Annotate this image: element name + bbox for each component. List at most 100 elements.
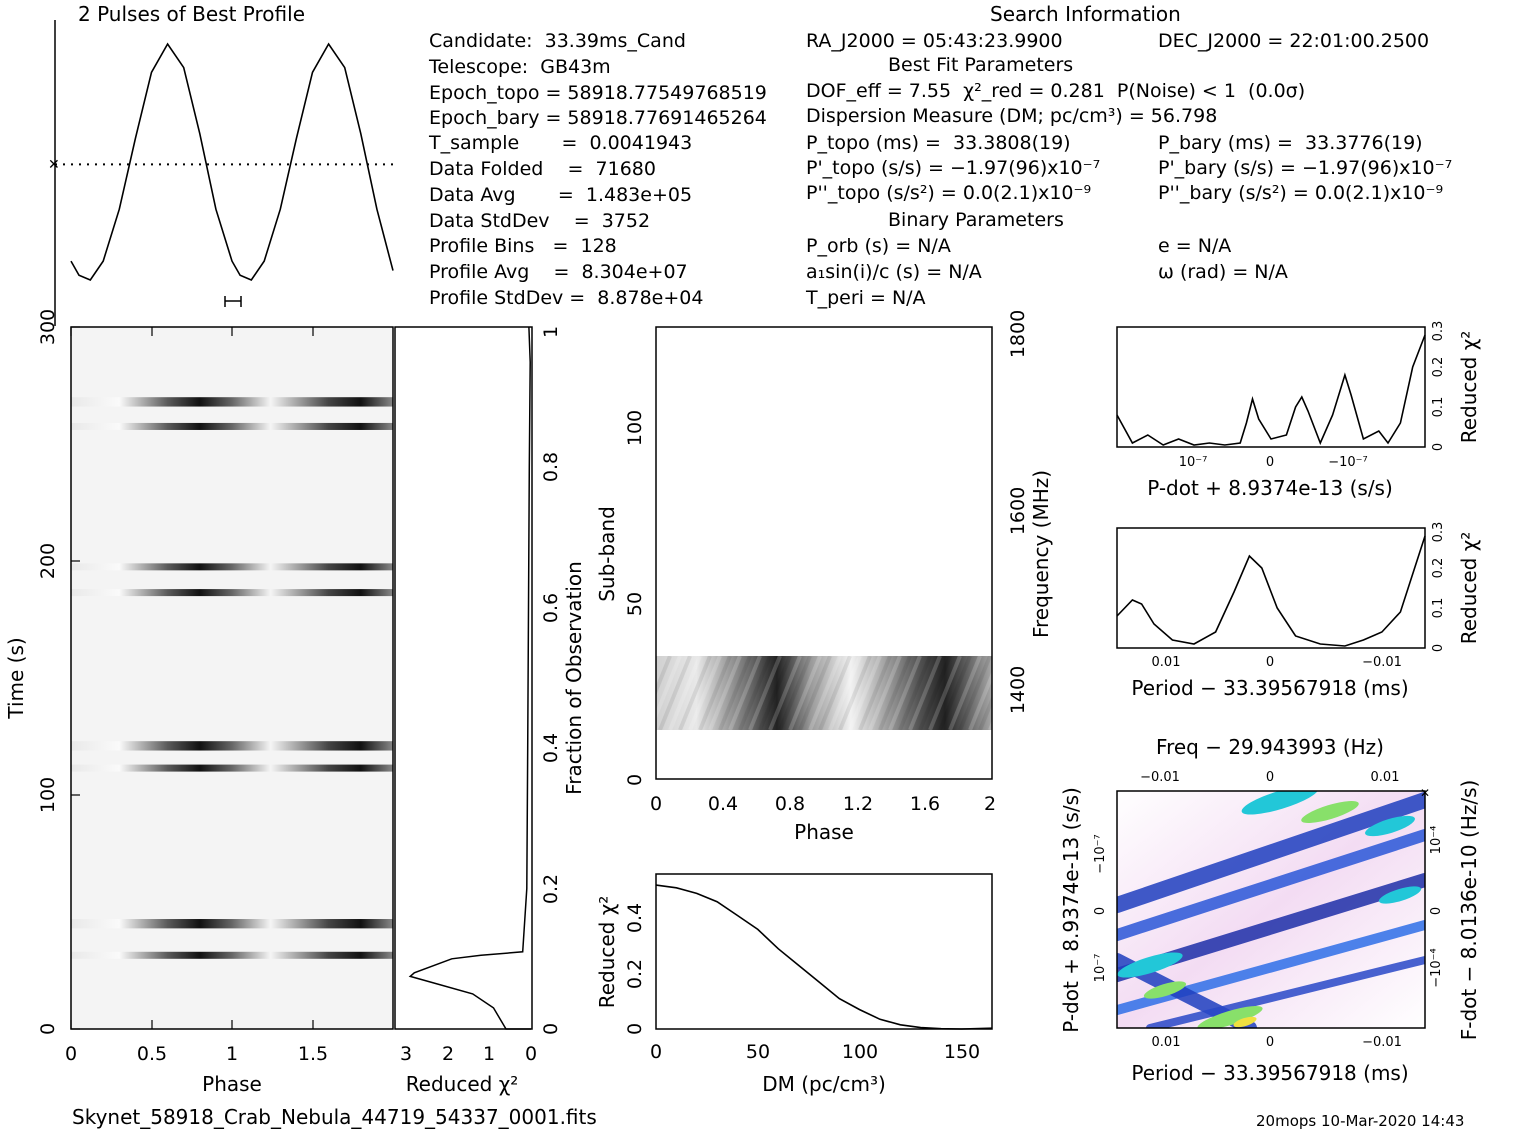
best-profile-plot: ✕ xyxy=(48,20,395,326)
y-tick: 0 xyxy=(624,774,646,786)
time-phase-ylabel: Time (s) xyxy=(4,637,28,719)
y-tick: 0.1 xyxy=(1431,397,1446,418)
chi2-time-y2ticks: 0 0.2 0.4 0.6 0.8 1 xyxy=(540,326,562,1035)
pdd-topo: P''_topo (s/s²) = 0.0(2.1)x10⁻⁹ xyxy=(806,182,1091,204)
subband-texture-stripe xyxy=(978,695,992,730)
ppdot-peak xyxy=(1197,1006,1263,1028)
x-tick: 0.01 xyxy=(1152,1035,1181,1050)
time-phase-bands xyxy=(71,397,393,959)
subband-texture-stripe xyxy=(698,656,732,730)
subband-texture-stripe xyxy=(668,656,702,730)
subband-texture-stripe xyxy=(688,656,722,730)
x-tick: 0.01 xyxy=(1152,655,1181,670)
y2-tick: 0.4 xyxy=(540,733,562,763)
candidate-info: Candidate: 33.39ms_Cand Telescope: GB43m… xyxy=(428,30,767,309)
ppdot-contours xyxy=(1117,791,1425,1028)
chi2-time-curve xyxy=(408,326,531,1030)
profile-title: 2 Pulses of Best Profile xyxy=(78,2,305,26)
subband-texture-stripe xyxy=(848,656,882,730)
ppdot-contour xyxy=(1117,792,1425,913)
dm-xlabel: DM (pc/cm³) xyxy=(762,1072,886,1096)
y2-tick: 1800 xyxy=(1007,310,1029,358)
time-phase-band xyxy=(71,741,393,751)
x-tick: 0 xyxy=(1266,655,1274,670)
subband-texture-stripe xyxy=(798,656,832,730)
dm-frame xyxy=(655,873,993,1030)
subband-xticks: 0 0.4 0.8 1.2 1.6 2 xyxy=(650,793,996,815)
y2-tick: −10⁻⁴ xyxy=(1429,948,1444,988)
profile-avg: Profile Avg = 8.304e+07 xyxy=(429,261,688,283)
profile-bins: Profile Bins = 128 xyxy=(429,235,617,257)
p-bary: P_bary (ms) = 33.3776(19) xyxy=(1158,132,1423,154)
y-tick: 200 xyxy=(37,543,59,579)
x-tick: 50 xyxy=(746,1041,770,1063)
y-tick: 100 xyxy=(624,410,646,446)
y2-tick: 0.8 xyxy=(540,452,562,482)
x-tick: 0 xyxy=(1266,1035,1274,1050)
subband-texture-stripe xyxy=(778,656,812,730)
time-phase-band xyxy=(71,764,393,772)
subband-texture-stripe xyxy=(818,656,852,730)
y2-tick: 0 xyxy=(540,1023,562,1035)
subband-texture-stripe xyxy=(788,656,822,730)
x-tick: 1.6 xyxy=(910,793,940,815)
dm-yticks: 0 0.2 0.4 xyxy=(624,903,646,1035)
subband-texture-stripe xyxy=(878,656,912,730)
candidate: Candidate: 33.39ms_Cand xyxy=(429,30,686,52)
period-frame xyxy=(1116,527,1426,649)
subband-texture-stripe xyxy=(928,656,962,730)
pdot-xticks: 10⁻⁷ 0 −10⁻⁷ xyxy=(1179,455,1368,470)
subband-texture-stripe xyxy=(656,656,682,721)
time-phase-band xyxy=(71,951,393,959)
top-tick: 0 xyxy=(1266,770,1274,785)
ppdot-contour xyxy=(1146,956,1425,1028)
profile-marker-icon: ✕ xyxy=(48,157,60,173)
ppdot-marker-icon: ✕ xyxy=(1420,786,1430,800)
x-tick: −10⁻⁷ xyxy=(1328,455,1368,470)
subband-texture-stripe xyxy=(898,656,932,730)
subband-texture-stripe xyxy=(728,656,762,730)
subband-texture-stripe xyxy=(958,656,992,730)
x-tick: 0 xyxy=(1266,455,1274,470)
eccentricity: e = N/A xyxy=(1158,235,1231,257)
pdot-frame xyxy=(1116,326,1426,448)
x-tick: 1 xyxy=(483,1043,495,1065)
dec: DEC_J2000 = 22:01:00.2500 xyxy=(1158,30,1429,52)
search-title: Search Information xyxy=(990,2,1181,26)
t-sample: T_sample = 0.0041943 xyxy=(428,132,692,154)
y-tick: 100 xyxy=(37,777,59,813)
data-stddev: Data StdDev = 3752 xyxy=(429,210,650,232)
x-tick: 0.8 xyxy=(775,793,805,815)
ppdot-peak xyxy=(1117,952,1183,978)
ppdot-xticks: 0.01 0 −0.01 xyxy=(1152,1035,1402,1050)
period-xlabel: Period − 33.39567918 (ms) xyxy=(1131,676,1408,700)
chi2-time-xlabel: Reduced χ² xyxy=(406,1072,519,1096)
subband-yticks: 0 50 100 xyxy=(624,410,646,786)
y-tick: 300 xyxy=(37,309,59,345)
pd-bary: P'_bary (s/s) = −1.97(96)x10⁻⁷ xyxy=(1158,157,1452,179)
x-tick: 10⁻⁷ xyxy=(1179,455,1208,470)
ppdot-xlabel: Period − 33.39567918 (ms) xyxy=(1131,1061,1408,1085)
subband-texture-stripe xyxy=(708,656,742,730)
time-phase-band xyxy=(71,589,393,597)
subband-texture-stripe xyxy=(758,656,792,730)
x-tick: −0.01 xyxy=(1362,655,1402,670)
y-tick: 0 xyxy=(1093,907,1108,915)
data-avg: Data Avg = 1.483e+05 xyxy=(429,184,692,206)
x-tick: 0 xyxy=(650,793,662,815)
omega: ω (rad) = N/A xyxy=(1158,261,1288,283)
time-phase-xlabel: Phase xyxy=(202,1072,262,1096)
subband-y2ticks: 1400 1600 1800 xyxy=(1007,310,1029,714)
ppdot-yticks: 10⁻⁷ 0 −10⁻⁷ xyxy=(1093,834,1108,982)
subband-frame xyxy=(655,326,993,780)
pdd-bary: P''_bary (s/s²) = 0.0(2.1)x10⁻⁹ xyxy=(1158,182,1443,204)
subband-texture-stripe xyxy=(738,656,772,730)
pdot-yticks: 0 0.1 0.2 0.3 xyxy=(1431,321,1446,451)
subband-texture-stripe xyxy=(828,656,862,730)
x-tick: 1.5 xyxy=(298,1043,328,1065)
y-tick: 0.4 xyxy=(624,903,646,933)
subband-texture-stripe xyxy=(918,656,952,730)
chi2-time-y2label: Fraction of Observation xyxy=(562,561,586,795)
y2-tick: 0.6 xyxy=(540,593,562,623)
chi2-time-xticks: 3 2 1 0 xyxy=(400,1043,537,1065)
